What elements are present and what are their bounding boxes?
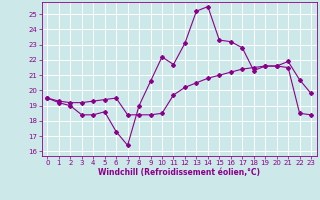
X-axis label: Windchill (Refroidissement éolien,°C): Windchill (Refroidissement éolien,°C)	[98, 168, 260, 177]
